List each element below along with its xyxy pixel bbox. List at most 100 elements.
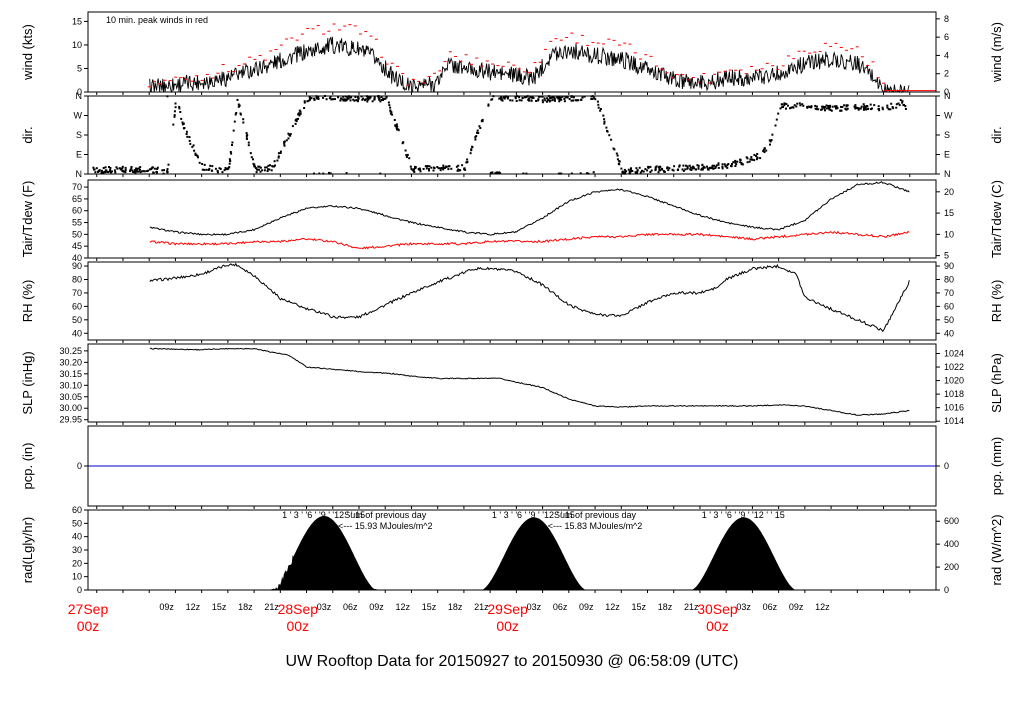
wind-dir-point [689, 166, 692, 169]
wind-dir-point [229, 151, 232, 153]
wind-dir-point [844, 107, 847, 110]
wind-dir-point [531, 96, 534, 99]
wind-dir-point [266, 170, 269, 173]
wind-dir-point [346, 98, 349, 101]
chart-title: UW Rooftop Data for 20150927 to 20150930… [286, 653, 739, 670]
wind-dir-point [252, 162, 255, 165]
wind-dir-point [139, 171, 142, 174]
wind-dir-point [455, 165, 458, 168]
wind-dir-point [673, 165, 676, 168]
slp-ytick-label: 30.00 [59, 403, 82, 413]
x-hour-label: 21z [264, 602, 279, 612]
wind-dir-point [649, 171, 652, 173]
wind-dir-point [796, 102, 799, 105]
wind-dir-point [178, 107, 181, 110]
wind-dir-point [404, 149, 407, 152]
wind-dir-point [228, 158, 231, 161]
x-hour-label: 09z [159, 602, 174, 612]
wind-dir-point [223, 169, 226, 172]
wind-dir-point [257, 165, 260, 168]
wind-dir-point [785, 107, 787, 110]
wind-dir-point [115, 166, 118, 169]
wind-dir-point [726, 164, 729, 166]
wind-dir-point [349, 99, 352, 102]
wind-dir-point [810, 105, 813, 108]
wind-dir-point [790, 106, 793, 109]
wind-dir-point [789, 107, 791, 110]
wind-dir-point [344, 99, 347, 101]
wind-dir-point [714, 165, 717, 168]
radiation-sum-title: Sum of previous day [344, 510, 427, 520]
wind-dir-point [428, 169, 430, 172]
wind-dir-point [337, 96, 340, 99]
wind-dir-point [121, 167, 124, 170]
wind-dir-point [355, 99, 358, 102]
wind-dir-point [835, 105, 838, 108]
x-hour-label: 18z [448, 602, 463, 612]
wind-dir-point [133, 169, 136, 172]
wind-dir-point [871, 107, 873, 110]
wind-dir-point [701, 167, 704, 170]
wind-dir-point [442, 168, 445, 171]
wind-dir-point [418, 167, 421, 170]
wind-dir-point [681, 168, 684, 171]
rh-rtick-label: 80 [944, 274, 954, 284]
wind-dir-point [239, 113, 242, 116]
wind-dir-point [249, 152, 252, 155]
rh-rtick-label: 70 [944, 288, 954, 298]
wind-dir-point [659, 169, 661, 172]
x-day-label: 29Sep [487, 601, 528, 617]
wind-dir-point [113, 169, 116, 172]
wind-dir-point [824, 106, 826, 108]
wind-dir-point [147, 169, 150, 172]
wind-dir-point [478, 125, 481, 128]
slp-ytick-label: 30.10 [59, 380, 82, 390]
pcp-ytick-label: 0 [77, 461, 82, 471]
wind-dir-point [748, 160, 751, 163]
wind-dir-point [366, 97, 369, 100]
wind-dir-point [854, 104, 857, 107]
x-hour-label: 09z [369, 602, 384, 612]
wind-dir-point [145, 170, 148, 173]
wind-dir-point [677, 168, 680, 171]
temp-rtick-label: 15 [944, 208, 954, 218]
wind-dir-point [783, 102, 786, 105]
wind-dir-point [544, 99, 547, 102]
wind-rtick-label: 8 [944, 14, 949, 24]
wind-dir-point [714, 167, 717, 169]
wind-dir-point [730, 165, 733, 168]
rad-ytick-label: 40 [72, 532, 82, 542]
wind-dir-point [746, 157, 749, 160]
wind-dir-point [279, 150, 282, 153]
wind-dir-point [603, 118, 606, 121]
wind-dir-point [548, 100, 551, 103]
wind-dir-point [634, 171, 637, 174]
wind-dir-point [263, 169, 266, 172]
wind-dir-point [346, 96, 349, 99]
slp-ylabel-right: SLP (hPa) [989, 353, 1004, 413]
wind-dir-point [603, 122, 606, 125]
wind-dir-point [387, 101, 390, 104]
wind-dir-point [364, 98, 367, 101]
wind-dir-point [549, 97, 552, 99]
wind-dir-point [291, 125, 294, 128]
dir-rtick-label: N [944, 91, 951, 101]
wind-dir-point [863, 105, 866, 108]
wind-dir-point [793, 104, 796, 107]
wind-dir-point [124, 169, 127, 171]
wind-dir-point [731, 163, 733, 165]
wind-dir-point [229, 160, 231, 163]
wind-dir-point [189, 142, 192, 145]
wind-dir-point [831, 105, 834, 108]
wind-dir-point [762, 148, 765, 151]
wind-dir-point [412, 169, 415, 172]
wind-dir-point [328, 97, 331, 100]
wind-dir-point [840, 105, 842, 108]
wind-dir-point [631, 170, 634, 172]
wind-dir-point [186, 135, 189, 138]
wind-dir-point [194, 154, 197, 156]
wind-dir-point [104, 166, 107, 169]
x-hour-label: 06z [343, 602, 358, 612]
wind-dir-point [203, 168, 206, 171]
wind-dir-point [553, 99, 556, 102]
